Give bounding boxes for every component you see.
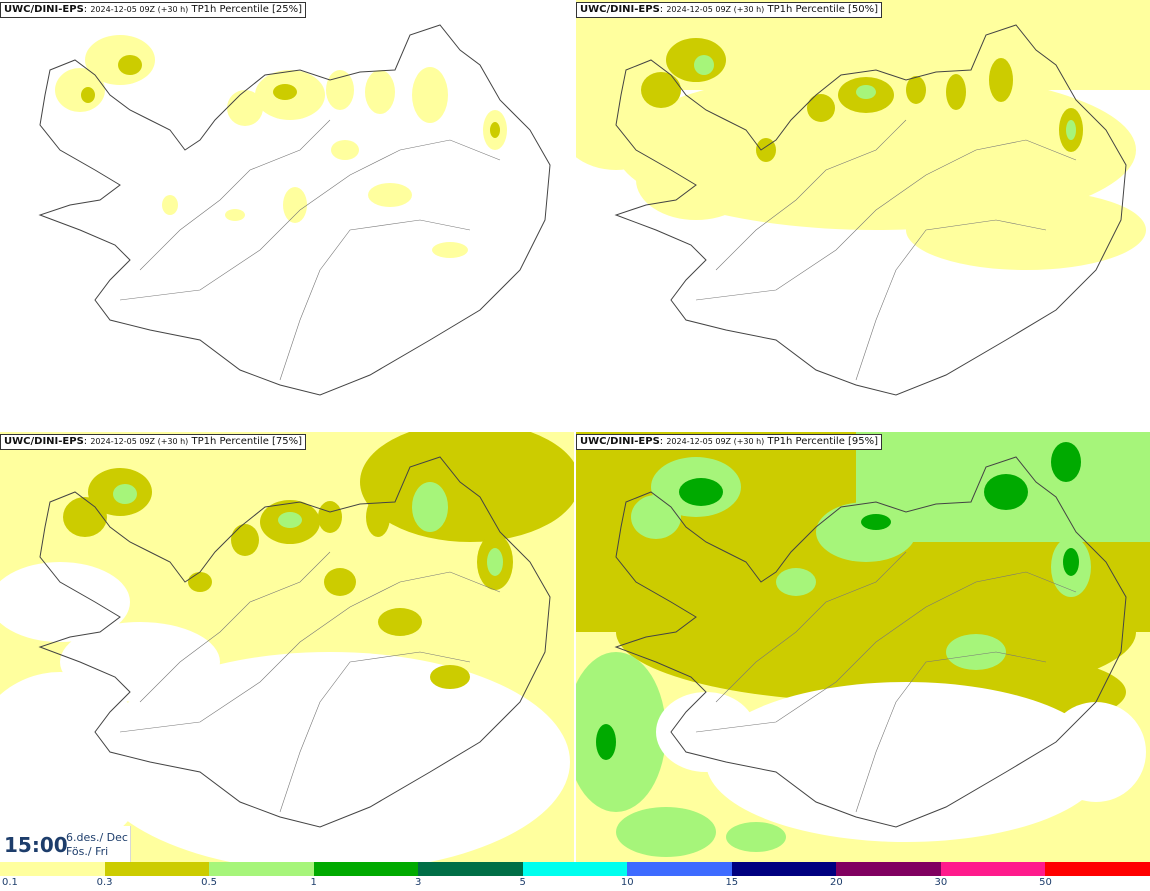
valid-time-box: 15:00 6.des./ Dec Fös./ Fri xyxy=(0,826,131,862)
precip-field xyxy=(576,0,1150,270)
map-panel-50: UWC/DINI-EPS: 2024-12-05 09Z (+30 h) TP1… xyxy=(576,0,1150,430)
precip-map xyxy=(0,432,574,862)
legend-tick-label: 10 xyxy=(620,877,634,888)
legend-swatch xyxy=(313,862,419,876)
legend-tick-label: 20 xyxy=(829,877,843,888)
legend-swatch xyxy=(731,862,837,876)
roads xyxy=(119,551,501,813)
legend-tick-label: 0.3 xyxy=(96,877,113,888)
legend-swatch xyxy=(522,862,628,876)
map-panel-25: UWC/DINI-EPS: 2024-12-05 09Z (+30 h) TP1… xyxy=(0,0,574,430)
roads xyxy=(695,119,1077,381)
coastline xyxy=(614,456,1127,828)
precip-map xyxy=(576,432,1150,862)
valid-date-line1: 6.des./ Dec xyxy=(66,831,128,844)
coastline xyxy=(38,456,551,828)
precip-map xyxy=(576,0,1150,396)
legend-tick-label: 3 xyxy=(414,877,422,888)
panel-title: UWC/DINI-EPS: 2024-12-05 09Z (+30 h) TP1… xyxy=(0,434,307,450)
legend-tick-label: 1 xyxy=(310,877,317,888)
legend-swatch xyxy=(940,862,1046,876)
valid-date-line2: Fös./ Fri xyxy=(66,845,109,858)
legend-swatch xyxy=(0,862,105,876)
legend-swatch xyxy=(104,862,210,876)
legend-tick-label: 30 xyxy=(934,877,948,888)
valid-hour: 15:00 xyxy=(4,833,68,857)
legend-tick-label: 50 xyxy=(1039,877,1052,888)
panel-title: UWC/DINI-EPS: 2024-12-05 09Z (+30 h) TP1… xyxy=(0,2,307,18)
legend-swatch xyxy=(627,862,732,876)
roads xyxy=(695,551,1077,813)
map-panel-75: UWC/DINI-EPS: 2024-12-05 09Z (+30 h) TP1… xyxy=(0,432,574,862)
legend-tick-label: 0.5 xyxy=(201,877,218,888)
precip-map xyxy=(38,24,551,396)
valid-date: 6.des./ Dec Fös./ Fri xyxy=(66,831,128,859)
legend-tick-label: 5 xyxy=(519,877,526,888)
precip-field xyxy=(55,35,507,258)
legend-colorbar xyxy=(0,862,1150,876)
legend-swatch xyxy=(209,862,314,876)
precip-field xyxy=(0,432,574,862)
coastline xyxy=(38,24,551,396)
panel-title: UWC/DINI-EPS: 2024-12-05 09Z (+30 h) TP1… xyxy=(576,434,883,450)
legend-swatch xyxy=(1045,862,1150,876)
panel-title: UWC/DINI-EPS: 2024-12-05 09Z (+30 h) TP1… xyxy=(576,2,883,18)
legend-swatch xyxy=(418,862,523,876)
coastline xyxy=(614,24,1127,396)
map-panel-95: UWC/DINI-EPS: 2024-12-05 09Z (+30 h) TP1… xyxy=(576,432,1150,862)
legend-swatch xyxy=(836,862,941,876)
legend-ticks: 0.1 0.3 0.5 1 3 5 10 15 20 30 50 xyxy=(0,877,1150,891)
legend-tick-label: 15 xyxy=(725,877,739,888)
precip-field xyxy=(576,432,1150,862)
roads xyxy=(119,119,501,381)
legend-tick-label: 0.1 xyxy=(2,877,18,888)
